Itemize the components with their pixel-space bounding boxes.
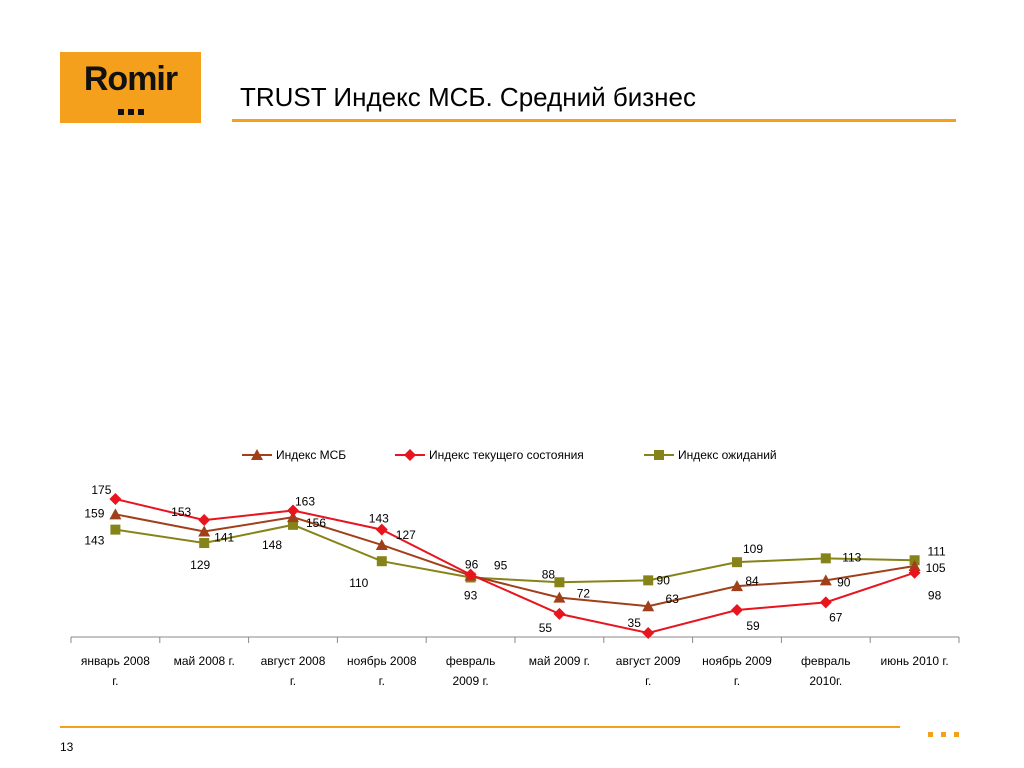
data-label: 175 (91, 483, 111, 497)
footer-dots (928, 724, 967, 742)
triangle-marker (109, 508, 122, 520)
data-label: 113 (842, 550, 861, 564)
x-tick-label: февраль 2010г. (801, 654, 851, 688)
legend-label: Индекс ожиданий (678, 448, 777, 462)
triangle-marker (251, 449, 263, 460)
chart-series (109, 493, 921, 639)
footer-rule (60, 726, 900, 728)
data-label: 156 (306, 516, 326, 530)
data-label: 148 (262, 538, 282, 552)
data-label: 72 (577, 587, 591, 601)
data-label: 159 (84, 506, 104, 520)
diamond-marker (908, 566, 921, 579)
square-marker (288, 519, 298, 530)
triangle-marker (198, 525, 211, 537)
data-label: 153 (171, 505, 191, 519)
data-label: 96 (465, 558, 479, 572)
x-tick-label: июнь 2010 г. (880, 654, 948, 668)
x-tick-label: май 2009 г. (529, 654, 590, 668)
x-axis: январь 2008 г. май 2008 г. август 2008 г. ноя… (70, 636, 960, 688)
data-label: 127 (396, 528, 416, 542)
triangle-marker (642, 600, 655, 612)
data-label: 109 (743, 542, 763, 556)
square-marker (820, 553, 831, 564)
data-label: 88 (542, 567, 556, 581)
data-label: 105 (926, 561, 946, 575)
square-marker (643, 575, 654, 586)
x-tick-label: февраль 2009 г. (446, 654, 496, 688)
diamond-marker (287, 504, 299, 517)
square-marker (654, 450, 664, 460)
data-label: 141 (214, 531, 234, 545)
data-label: 110 (349, 576, 368, 590)
square-marker (110, 524, 121, 535)
diamond-marker (553, 607, 566, 620)
line-chart: Индекс МСБ Индекс текущего состояния Индек… (70, 448, 960, 688)
data-label: 59 (746, 619, 760, 633)
x-tick-label: январь 2008 г. (81, 654, 150, 688)
diamond-marker (642, 627, 655, 639)
page-title: TRUST Индекс МСБ. Средний бизнес (240, 82, 697, 112)
square-marker (732, 557, 742, 568)
data-label: 143 (84, 534, 104, 548)
data-label: 111 (927, 544, 946, 558)
triangle-marker (908, 560, 921, 571)
data-label: 163 (295, 494, 315, 508)
data-label: 95 (494, 559, 508, 573)
square-marker (199, 538, 210, 549)
data-labels: 159 141 156 127 95 72 63 84 90 105 175 153 163 143 96 5… (84, 483, 946, 635)
diamond-marker (404, 449, 416, 461)
data-label: 35 (628, 616, 642, 630)
data-label: 143 (369, 512, 389, 526)
legend-label: Индекс текущего состояния (429, 448, 584, 462)
triangle-marker (375, 538, 388, 550)
data-label: 98 (928, 589, 942, 603)
triangle-marker (819, 574, 832, 586)
triangle-marker (731, 580, 743, 592)
data-label: 90 (657, 573, 671, 587)
data-label: 55 (539, 621, 553, 635)
logo-text: Romir (83, 60, 178, 98)
series-line (115, 513, 915, 608)
x-tick-label: ноябрь 2009 г. (702, 654, 772, 688)
data-label: 93 (464, 588, 478, 602)
diamond-marker (731, 604, 743, 617)
logo-dots (118, 102, 148, 115)
data-label: 90 (837, 575, 851, 589)
diamond-marker (109, 493, 122, 505)
square-marker (376, 556, 387, 567)
series-line (115, 498, 915, 635)
triangle-marker (553, 591, 566, 603)
data-label: 67 (829, 610, 843, 624)
x-tick-label: май 2008 г. (174, 654, 235, 668)
x-tick-label: август 2008 г. (261, 654, 326, 688)
title-rule (232, 119, 956, 122)
data-label: 63 (666, 592, 680, 606)
diamond-marker (464, 568, 477, 581)
page-number: 13 (60, 740, 74, 754)
triangle-marker (287, 511, 299, 523)
data-label: 84 (745, 574, 759, 588)
diamond-marker (375, 523, 388, 536)
x-tick-label: август 2009 г. (616, 654, 681, 688)
chart-legend: Индекс МСБ Индекс текущего состояния Индек… (242, 448, 777, 462)
square-marker (554, 577, 565, 588)
romir-logo: Romir (60, 52, 201, 123)
legend-label: Индекс МСБ (276, 448, 346, 462)
series-line (115, 523, 915, 584)
data-label: 129 (190, 558, 210, 572)
diamond-marker (198, 514, 211, 527)
x-tick-label: ноябрь 2008 г. (347, 654, 417, 688)
diamond-marker (819, 596, 832, 609)
